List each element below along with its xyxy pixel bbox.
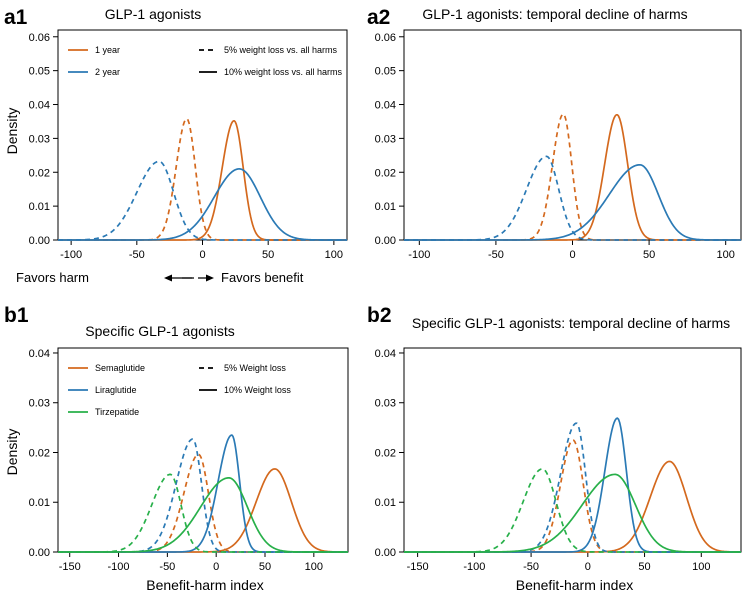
panel-label-b1: b1: [4, 304, 29, 327]
x-tick-label: -50: [129, 249, 145, 261]
x-tick-label: -100: [108, 561, 130, 573]
y-tick-label: 0.01: [29, 201, 50, 213]
y-tick-label: 0.00: [29, 235, 50, 247]
series-line: [58, 168, 347, 241]
legend-color-label: Liraglutide: [95, 385, 137, 395]
panel-title-a1: GLP-1 agonists: [105, 6, 202, 22]
y-tick-label: 0.03: [375, 133, 396, 145]
legend-color-label: Tirzepatide: [95, 407, 139, 417]
plot-frame: [57, 347, 349, 553]
x-tick-label: -100: [60, 249, 82, 261]
plot-frame: [403, 347, 742, 553]
plot-area-a2: 0.00 0.01 0.02 0.03 0.04 0.05 0.06 -100 -50 0 50 10…: [375, 29, 742, 261]
x-tick-label: 100: [305, 561, 323, 573]
favors-arrow-right: [182, 274, 214, 282]
plot-frame: [403, 29, 742, 241]
series-line: [404, 113, 741, 241]
y-tick-label: 0.03: [375, 398, 396, 410]
legend-style-label: 10% Weight loss: [224, 385, 291, 395]
panel-label-b2: b2: [367, 304, 392, 327]
legend-color-label: 1 year: [95, 45, 120, 55]
series-line: [404, 163, 741, 241]
panel-title-b1: Specific GLP-1 agonists: [85, 323, 234, 339]
series-line: [404, 439, 741, 553]
y-tick-label: 0.05: [375, 66, 396, 78]
x-tick-label: 100: [692, 561, 710, 573]
y-tick-label: 0.04: [29, 348, 50, 360]
x-tick-label: 0: [213, 561, 219, 573]
y-tick-label: 0.00: [375, 547, 396, 559]
legend-color-label: 2 year: [95, 67, 120, 77]
x-tick-label: -50: [159, 561, 175, 573]
legend-style-label: 5% Weight loss: [224, 363, 286, 373]
y-tick-label: 0.01: [29, 497, 50, 509]
x-tick-label: 50: [638, 561, 650, 573]
x-tick-label: 0: [569, 249, 575, 261]
y-axis-label: Density: [4, 429, 20, 476]
y-tick-label: 0.03: [29, 133, 50, 145]
series-line: [58, 117, 347, 241]
series-line: [404, 473, 741, 553]
panel-title-b2: Specific GLP-1 agonists: temporal declin…: [412, 315, 730, 331]
series-line: [404, 417, 741, 553]
plot-area-a1: 0.00 0.01 0.02 0.03 0.04 0.05 0.06 -100 -50 0 50 10…: [4, 29, 348, 261]
plot-frame: [57, 29, 348, 241]
plot-area-b2: 0.00 0.01 0.02 0.03 0.04 -150 -100 -50 0 50 100 Ben…: [375, 347, 742, 593]
y-tick-label: 0.02: [375, 167, 396, 179]
legend-color-label: Semaglutide: [95, 363, 145, 373]
panel-title-a2: GLP-1 agonists: temporal decline of harm…: [422, 6, 687, 22]
plot-area-b1: 0.00 0.01 0.02 0.03 0.04 -150 -100 -50 0 50 100 Den…: [4, 347, 349, 593]
y-tick-label: 0.04: [375, 348, 396, 360]
x-tick-label: 0: [199, 249, 205, 261]
x-tick-label: 100: [325, 249, 343, 261]
y-tick-label: 0.01: [375, 201, 396, 213]
x-tick-label: -50: [488, 249, 504, 261]
panel-label-a2: a2: [367, 6, 390, 29]
series-line: [58, 160, 347, 241]
series-line: [404, 113, 741, 241]
series-line: [58, 477, 348, 553]
series-line: [58, 119, 347, 241]
y-tick-label: 0.02: [29, 167, 50, 179]
y-tick-label: 0.02: [375, 447, 396, 459]
favors-benefit-label: Favors benefit: [221, 270, 304, 285]
y-axis-label: Density: [4, 108, 20, 155]
y-tick-label: 0.01: [375, 497, 396, 509]
series-line: [404, 460, 742, 553]
x-axis-label: Benefit-harm index: [146, 577, 264, 593]
x-tick-label: 0: [585, 561, 591, 573]
x-tick-label: 50: [259, 561, 271, 573]
panel-label-a1: a1: [4, 6, 28, 29]
x-axis-label: Benefit-harm index: [516, 577, 634, 593]
y-tick-label: 0.04: [29, 100, 50, 112]
x-tick-label: -100: [408, 249, 430, 261]
x-tick-label: -100: [463, 561, 485, 573]
y-tick-label: 0.00: [375, 235, 396, 247]
y-tick-label: 0.05: [29, 66, 50, 78]
x-tick-label: -150: [59, 561, 81, 573]
y-tick-label: 0.06: [29, 32, 50, 44]
x-tick-label: 50: [262, 249, 274, 261]
y-tick-label: 0.06: [375, 32, 396, 44]
y-tick-label: 0.04: [375, 100, 396, 112]
x-tick-label: 50: [643, 249, 655, 261]
series-line: [404, 155, 741, 241]
legend-style-label: 10% weight loss vs. all harms: [224, 67, 343, 77]
y-tick-label: 0.03: [29, 398, 50, 410]
legend-style-label: 5% weight loss vs. all harms: [224, 45, 338, 55]
y-tick-label: 0.00: [29, 547, 50, 559]
favors-harm-label: Favors harm: [16, 270, 89, 285]
series-line: [404, 422, 741, 553]
x-tick-label: -50: [523, 561, 539, 573]
x-tick-label: -150: [407, 561, 429, 573]
x-tick-label: 100: [717, 249, 735, 261]
y-tick-label: 0.02: [29, 447, 50, 459]
